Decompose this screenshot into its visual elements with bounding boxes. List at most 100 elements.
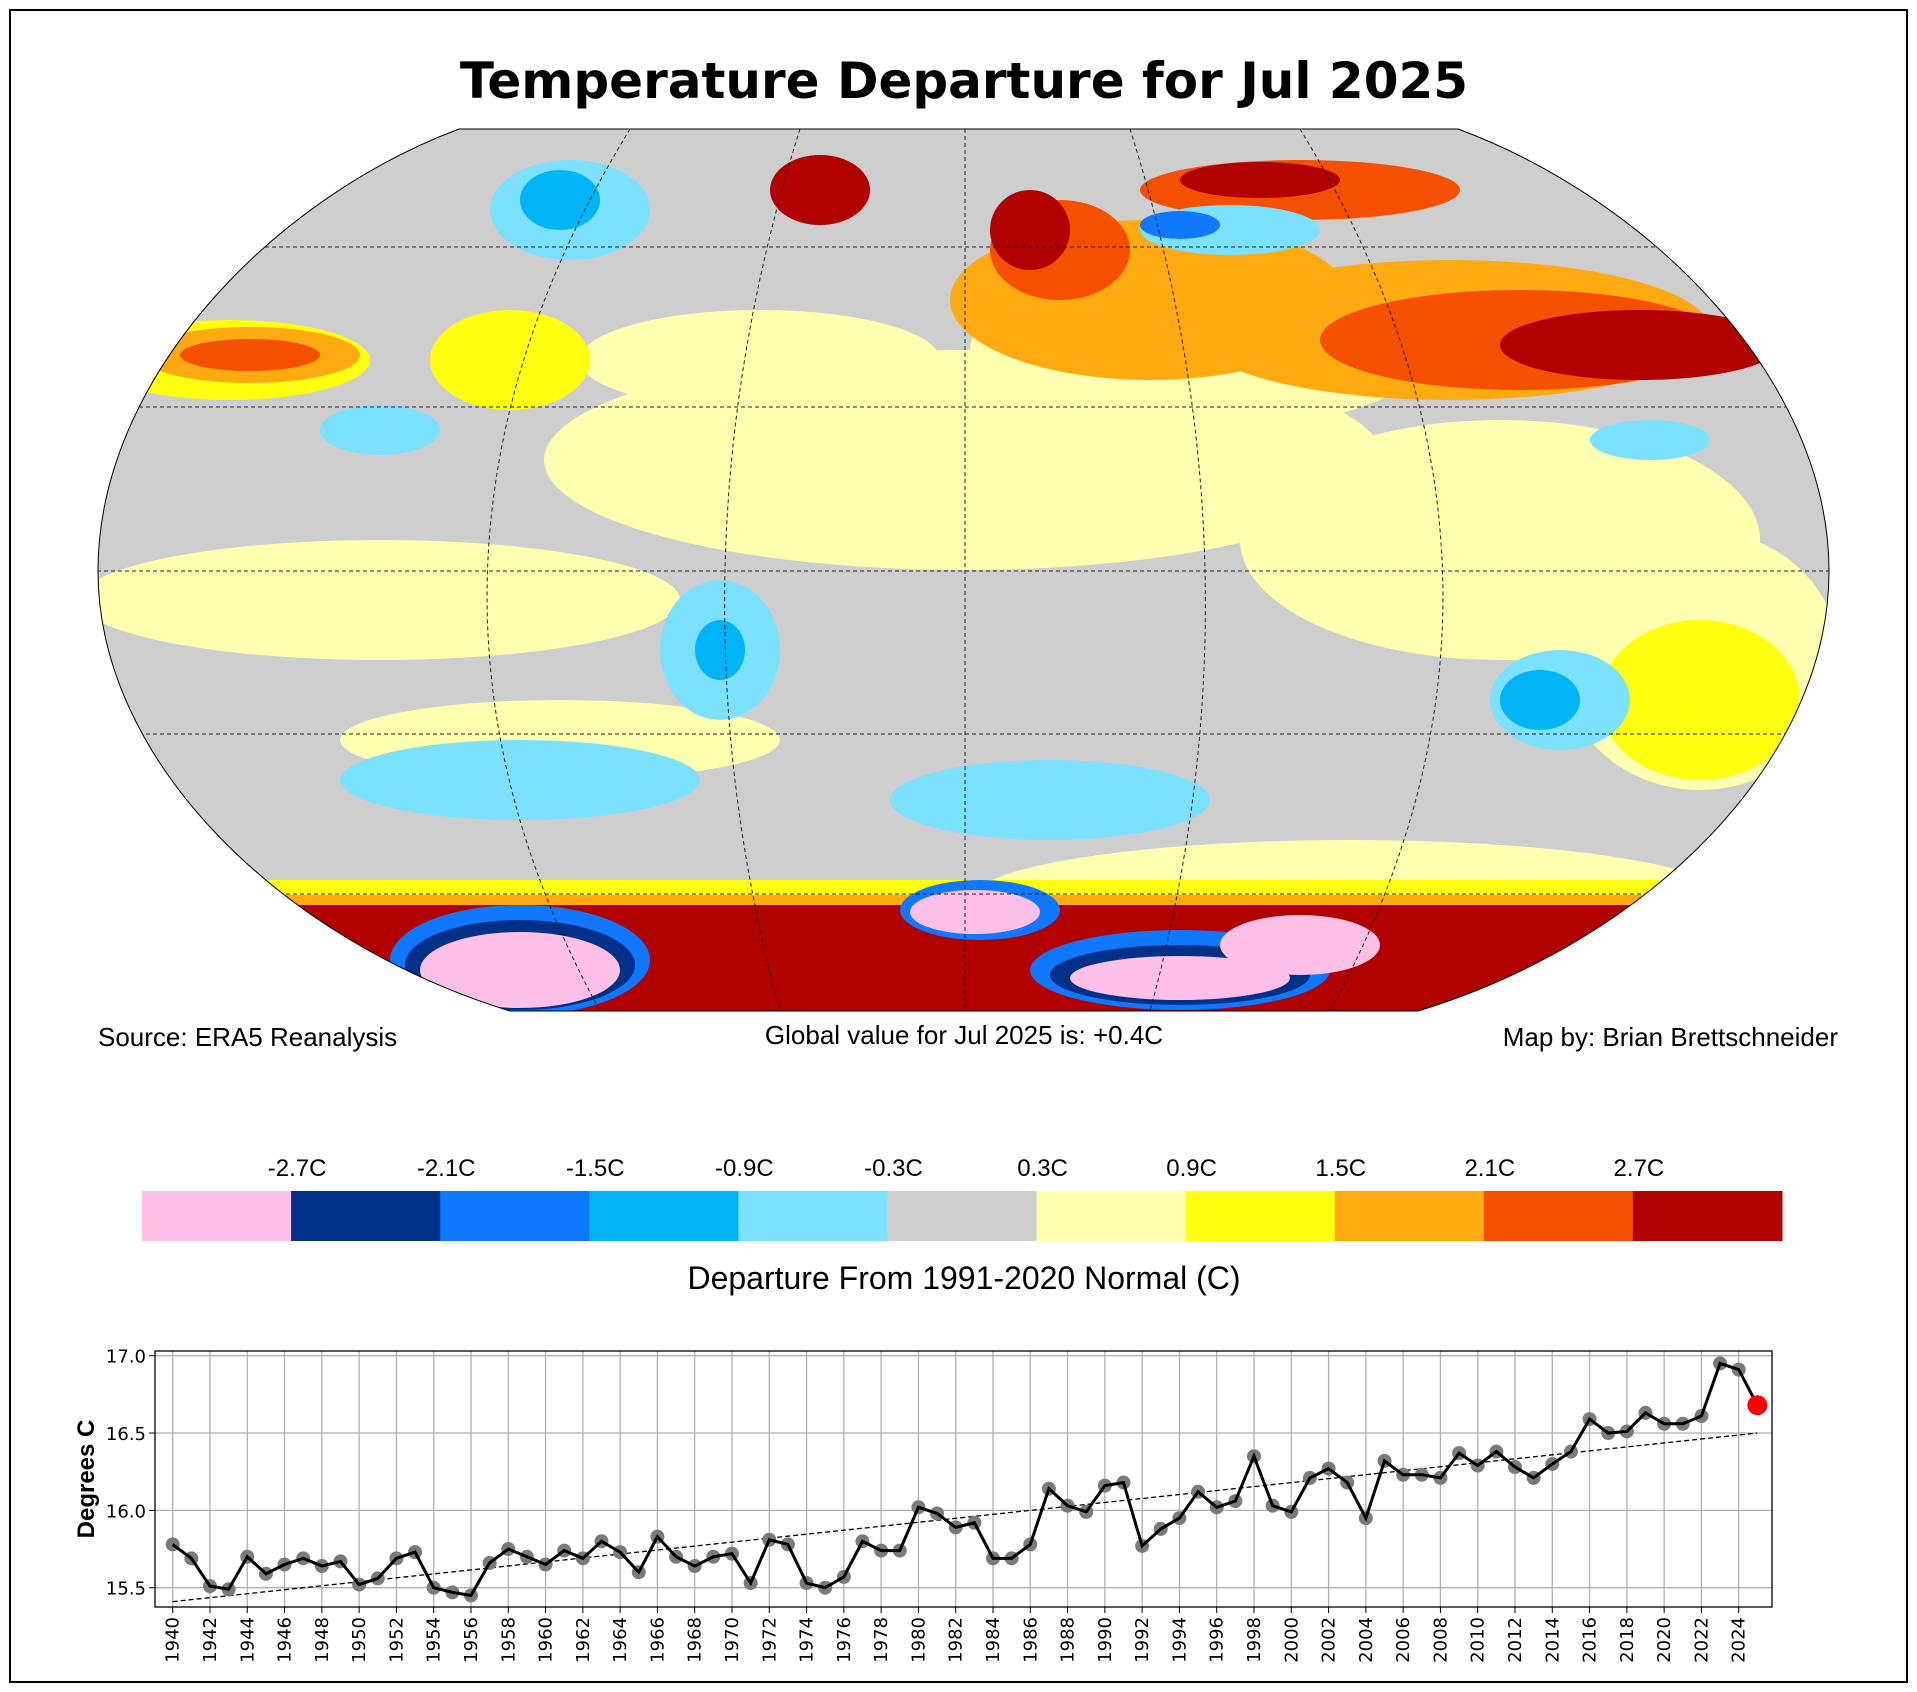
x-tick-label: 1942: [200, 1617, 221, 1663]
colorbar-swatch: [440, 1191, 590, 1241]
colorbar-swatch: [1334, 1191, 1485, 1241]
x-tick-label: 1948: [312, 1617, 333, 1663]
global-value-text: Global value for Jul 2025 is: +0.4C: [765, 1020, 1163, 1050]
x-tick-label: 1978: [871, 1617, 892, 1663]
colorbar-tick-label: -2.1C: [417, 1155, 476, 1182]
meridian-line: [1129, 129, 1206, 1011]
credit-text: Map by: Brian Brettschneider: [1503, 1022, 1839, 1052]
series-line: [171, 1361, 1759, 1598]
x-tick-label: 1950: [349, 1617, 370, 1663]
y-tick-label: 16.5: [106, 1424, 146, 1445]
anomaly-region: [1590, 420, 1710, 460]
meridian-line: [724, 129, 801, 1011]
colorbar-tick-label: -0.3C: [864, 1155, 923, 1182]
x-tick-label: 2016: [1580, 1617, 1601, 1663]
anomaly-region: [890, 760, 1210, 840]
anomaly-region: [580, 310, 940, 410]
x-tick-label: 1998: [1244, 1617, 1265, 1663]
colorbar-swatch: [738, 1191, 888, 1241]
x-tick-label: 2006: [1393, 1617, 1414, 1663]
colorbar-swatch: [142, 1191, 292, 1241]
anomaly-region: [1500, 670, 1580, 730]
y-tick-label: 15.5: [106, 1579, 146, 1600]
anomaly-region: [695, 620, 745, 680]
colorbar-swatch: [1632, 1191, 1783, 1241]
x-tick-label: 1960: [536, 1617, 557, 1663]
x-tick-label: 1970: [722, 1617, 743, 1663]
x-tick-label: 1954: [424, 1617, 445, 1663]
x-tick-label: 1968: [685, 1617, 706, 1663]
x-tick-label: 1982: [946, 1617, 967, 1663]
x-tick-label: 1994: [1169, 1617, 1190, 1663]
x-tick-label: 1984: [983, 1617, 1004, 1663]
colorbar-label: Departure From 1991-2020 Normal (C): [687, 1260, 1240, 1296]
colorbar-swatch: [887, 1191, 1038, 1241]
anomaly-region: [98, 540, 680, 660]
colorbar-swatch: [1036, 1191, 1187, 1241]
x-tick-label: 1956: [461, 1617, 482, 1663]
anomaly-region: [430, 310, 590, 410]
x-tick-label: 1996: [1207, 1617, 1228, 1663]
colorbar-tick-label: 0.3C: [1017, 1155, 1068, 1182]
x-tick-label: 2014: [1542, 1617, 1563, 1663]
graticule: [98, 129, 1829, 1011]
x-tick-label: 1976: [834, 1617, 855, 1663]
x-tick-label: 1944: [237, 1617, 258, 1663]
x-tick-label: 2012: [1505, 1617, 1526, 1663]
map-outline: [97, 128, 1830, 1012]
x-tick-label: 2022: [1691, 1617, 1712, 1663]
anomaly-region: [340, 740, 700, 820]
anomaly-region: [990, 190, 1070, 270]
anomaly-region: [770, 155, 870, 225]
colorbar-swatch: [1185, 1191, 1336, 1241]
trend-line: [172, 1432, 1758, 1603]
colorbar-swatch: [291, 1191, 441, 1241]
colorbar: -2.7C -2.1C -1.5C -0.9C -0.3C 0.3C 0.9C 1.5C 2.1…: [142, 1155, 1783, 1241]
x-tick-label: 2010: [1468, 1617, 1489, 1663]
global-temperature-chart: 1940 1942 1944 1946 1948 1950 1952 1954 1956 1958…: [73, 1347, 1773, 1663]
anomaly-region: [1140, 211, 1220, 239]
x-tick-label: 2002: [1319, 1617, 1340, 1663]
anomaly-region: [1600, 620, 1800, 780]
x-tick-label: 1990: [1095, 1617, 1116, 1663]
plot-frame: [154, 1350, 1773, 1608]
colorbar-tick-label: 0.9C: [1166, 1155, 1217, 1182]
x-tick-label: 2008: [1430, 1617, 1451, 1663]
x-tick-label: 1986: [1020, 1617, 1041, 1663]
x-tick-label: 2024: [1729, 1617, 1750, 1663]
meridian-line: [1299, 129, 1444, 1011]
x-tick-label: 1946: [275, 1617, 296, 1663]
anomaly-region: [910, 890, 1040, 934]
meridian-line: [486, 129, 631, 1011]
y-tick-label: 17.0: [106, 1347, 146, 1368]
x-tick-label: 1952: [386, 1617, 407, 1663]
anomaly-region: [1500, 310, 1780, 380]
temperature-anomaly-map: [98, 129, 1829, 1011]
anomaly-region: [1220, 915, 1380, 975]
colorbar-tick-label: -1.5C: [566, 1155, 625, 1182]
x-tick-label: 1992: [1132, 1617, 1153, 1663]
x-tick-label: 1980: [908, 1617, 929, 1663]
anomaly-region: [180, 339, 320, 371]
y-tick-label: 16.0: [106, 1501, 146, 1522]
x-tick-label: 1958: [498, 1617, 519, 1663]
colorbar-tick-label: -2.7C: [268, 1155, 327, 1182]
x-tick-label: 1988: [1058, 1617, 1079, 1663]
x-tick-label: 2020: [1654, 1617, 1675, 1663]
colorbar-tick-label: 2.7C: [1614, 1155, 1665, 1182]
x-tick-label: 1962: [573, 1617, 594, 1663]
x-tick-label: 2018: [1617, 1617, 1638, 1663]
colorbar-swatch: [1483, 1191, 1634, 1241]
anomaly-region: [520, 170, 600, 230]
colorbar-tick-label: 2.1C: [1464, 1155, 1515, 1182]
source-text: Source: ERA5 Reanalysis: [98, 1022, 397, 1052]
y-axis-label: Degrees C: [73, 1420, 100, 1539]
x-tick-label: 1940: [163, 1617, 184, 1663]
x-tick-label: 2004: [1356, 1617, 1377, 1663]
x-tick-label: 1964: [610, 1617, 631, 1663]
colorbar-tick-label: 1.5C: [1315, 1155, 1366, 1182]
colorbar-swatch: [589, 1191, 739, 1241]
x-tick-label: 1974: [797, 1617, 818, 1663]
x-tick-label: 1972: [759, 1617, 780, 1663]
